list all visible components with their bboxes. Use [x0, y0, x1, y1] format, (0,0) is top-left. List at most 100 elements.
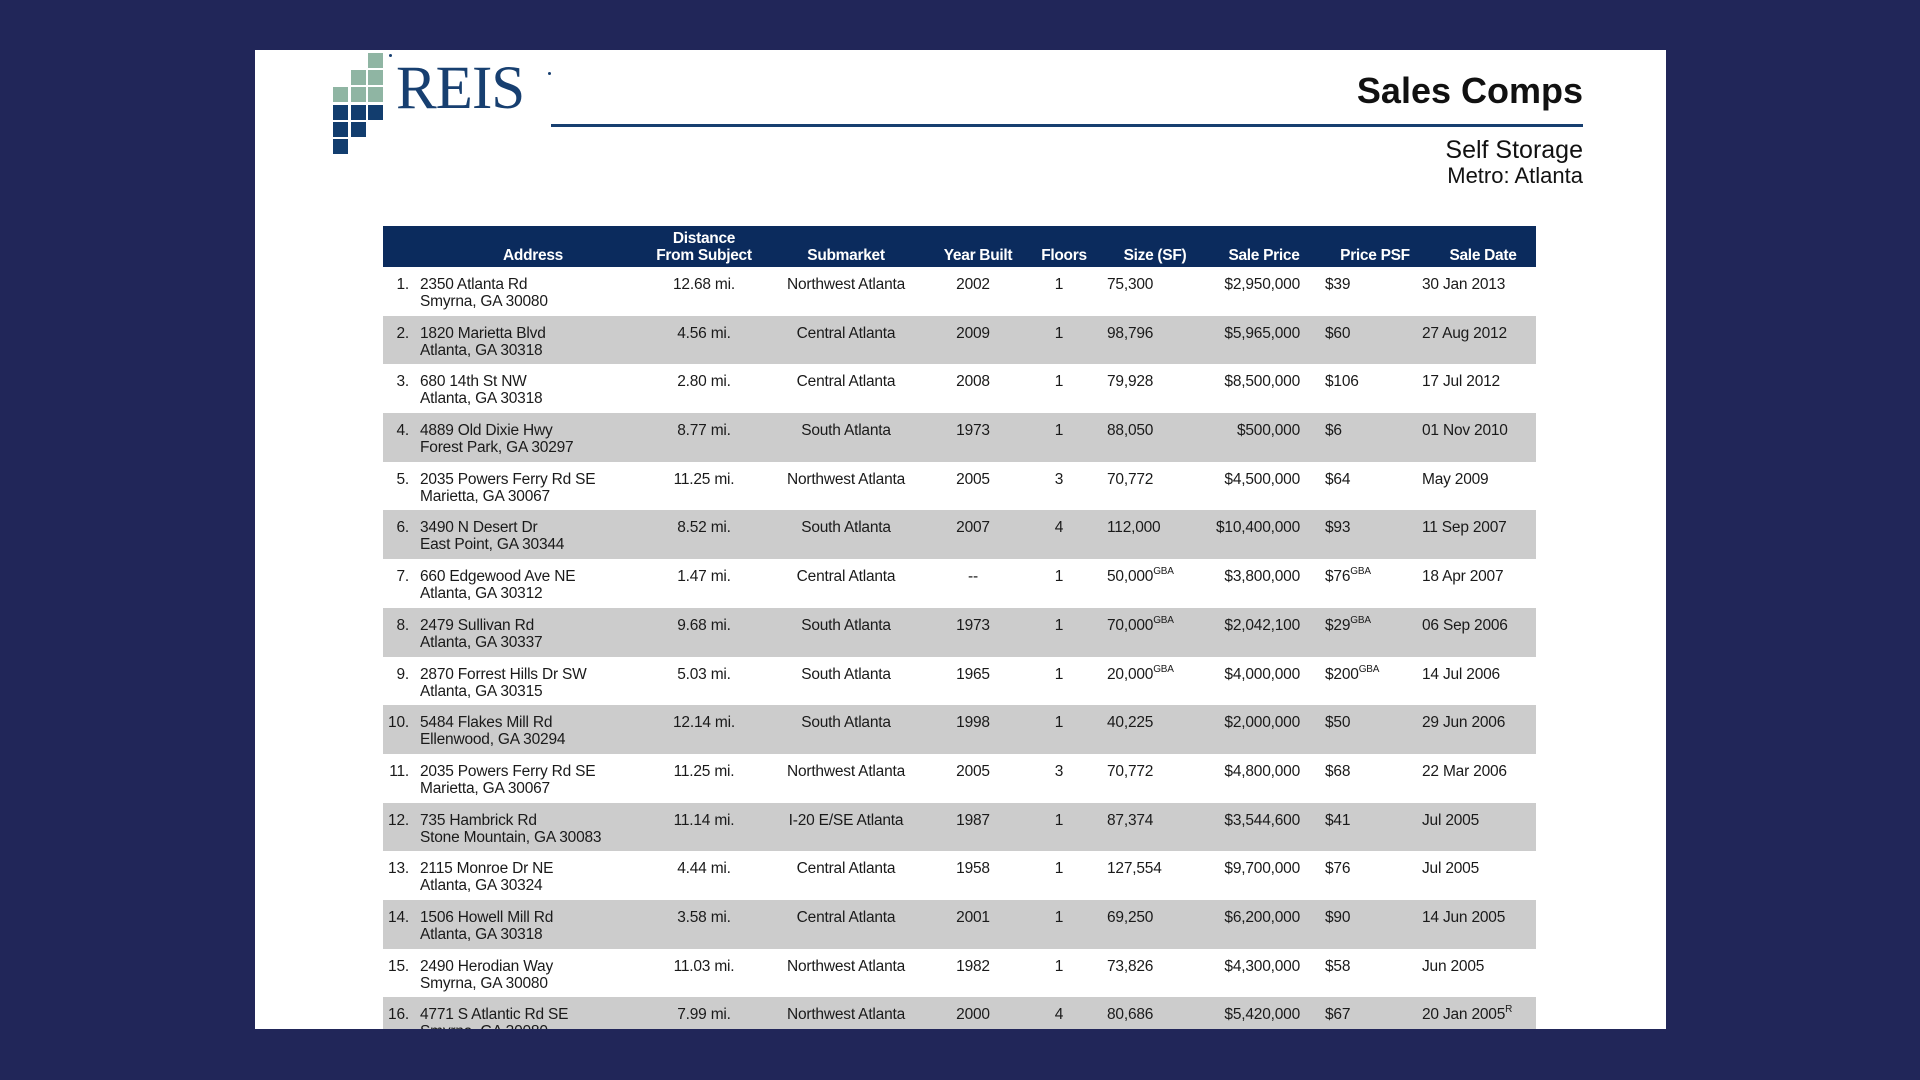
street: 4889 Old Dixie Hwy: [420, 422, 553, 440]
distance: 3.58 mi.: [677, 908, 731, 926]
city-state-zip: Smyrna, GA 30080: [420, 293, 548, 310]
row-number: 6.: [396, 519, 409, 537]
size-footnote: GBA: [1153, 566, 1174, 578]
floors: 1: [1054, 276, 1064, 293]
sale-date: 01 Nov 2010: [1422, 422, 1508, 440]
address: 2035 Powers Ferry Rd SE Marietta, GA 300…: [420, 763, 596, 797]
distance: 12.14 mi.: [673, 714, 735, 732]
address: 2350 Atlanta Rd Smyrna, GA 30080: [420, 276, 548, 310]
street: 680 14th St NW: [420, 373, 527, 391]
distance: 8.52 mi.: [677, 519, 731, 537]
floors: 1: [1054, 860, 1064, 878]
floors: 1: [1054, 422, 1064, 440]
table-row: 16. 4771 S Atlantic Rd SE Smyrna, GA 300…: [383, 997, 1536, 1029]
size-sf: 98,796: [1107, 324, 1154, 342]
submarket: South Atlanta: [801, 422, 891, 440]
price-psf: $200GBA: [1325, 663, 1380, 683]
submarket: Central Atlanta: [796, 568, 896, 586]
table-row: 11. 2035 Powers Ferry Rd SE Marietta, GA…: [383, 754, 1536, 803]
street: 2350 Atlanta Rd: [420, 276, 528, 293]
address: 680 14th St NW Atlanta, GA 30318: [420, 373, 543, 407]
city-state-zip: Atlanta, GA 30315: [420, 682, 543, 700]
sale-date: 18 Apr 2007: [1422, 568, 1504, 586]
sale-price: $8,500,000: [1224, 373, 1300, 391]
submarket: South Atlanta: [801, 519, 891, 537]
address: 2870 Forrest Hills Dr SW Atlanta, GA 303…: [420, 666, 587, 700]
row-number: 14.: [388, 908, 409, 926]
price-psf: $60: [1325, 324, 1351, 342]
price-psf: $39: [1325, 276, 1351, 293]
sale-price: $4,300,000: [1224, 957, 1300, 975]
submarket: Northwest Atlanta: [786, 1006, 906, 1024]
price-psf: $41: [1325, 811, 1351, 829]
size-sf: 20,000GBA: [1107, 663, 1174, 683]
year-built: 1973: [956, 422, 990, 440]
sale-price: $5,965,000: [1224, 324, 1300, 342]
row-number: 3.: [396, 373, 409, 391]
floors: 1: [1054, 957, 1064, 975]
psf-footnote: GBA: [1358, 663, 1380, 675]
price-psf: $64: [1325, 470, 1351, 488]
floors: 3: [1054, 470, 1064, 488]
address: 1506 Howell Mill Rd Atlanta, GA 30318: [420, 909, 553, 943]
sale-date: 17 Jul 2012: [1422, 373, 1500, 391]
sale-price: $3,544,600: [1224, 811, 1300, 829]
sale-price: $500,000: [1236, 422, 1300, 440]
year-built: 1973: [956, 616, 990, 634]
col-sale-price: Sale Price: [1228, 247, 1300, 264]
page-title: Sales Comps: [1356, 70, 1583, 111]
col-sale-date: Sale Date: [1449, 247, 1517, 264]
sale-price: $4,500,000: [1224, 470, 1300, 488]
logo-registered-dot: [548, 72, 551, 75]
submarket: Central Atlanta: [796, 860, 896, 878]
size-sf: 88,050: [1107, 422, 1154, 440]
distance: 9.68 mi.: [677, 616, 731, 634]
floors: 1: [1054, 324, 1064, 342]
row-number: 1.: [396, 276, 409, 293]
year-built: 2009: [956, 324, 990, 342]
psf-footnote: GBA: [1350, 614, 1371, 626]
sale-date: May 2009: [1422, 470, 1489, 488]
address: 2035 Powers Ferry Rd SE Marietta, GA 300…: [420, 471, 596, 505]
distance: 12.68 mi.: [673, 276, 735, 293]
address: 5484 Flakes Mill Rd Ellenwood, GA 30294: [420, 714, 565, 748]
year-built: 1987: [956, 811, 990, 829]
floors: 1: [1054, 373, 1064, 391]
street: 660 Edgewood Ave NE: [420, 568, 576, 586]
size-sf: 40,225: [1107, 714, 1154, 732]
sale-date: 20 Jan 2005R: [1422, 1004, 1513, 1024]
year-built: 1982: [956, 957, 990, 975]
floors: 4: [1054, 519, 1064, 537]
table-row: 12. 735 Hambrick Rd Stone Mountain, GA 3…: [383, 802, 1536, 852]
sale-date: 14 Jul 2006: [1422, 665, 1500, 683]
sale-date: 27 Aug 2012: [1422, 324, 1507, 342]
row-number: 11.: [389, 762, 409, 780]
sale-date: 30 Jan 2013: [1422, 276, 1506, 293]
street: 735 Hambrick Rd: [420, 811, 537, 829]
row-number: 16.: [388, 1006, 409, 1024]
year-built: 2005: [956, 762, 990, 780]
col-price-psf: Price PSF: [1340, 247, 1410, 264]
property-type: Self Storage: [1445, 136, 1583, 164]
floors: 1: [1054, 908, 1064, 926]
row-number: 12.: [388, 811, 409, 829]
report-page: REIS Sales Comps Self Storage Metro: Atl…: [255, 50, 1666, 1029]
city-state-zip: Atlanta, GA 30312: [420, 585, 543, 603]
row-number: 13.: [388, 860, 409, 878]
submarket: Northwest Atlanta: [786, 276, 906, 293]
sale-date: 14 Jun 2005: [1422, 908, 1506, 926]
size-sf: 75,300: [1107, 276, 1154, 293]
distance: 5.03 mi.: [677, 665, 731, 683]
year-built: 1998: [956, 714, 990, 732]
address: 1820 Marietta Blvd Atlanta, GA 30318: [420, 325, 546, 359]
sale-date: 11 Sep 2007: [1422, 519, 1507, 537]
submarket: Northwest Atlanta: [786, 957, 906, 975]
price-psf: $58: [1325, 957, 1351, 975]
metro-label: Metro: Atlanta: [1447, 163, 1583, 188]
table-row: 13. 2115 Monroe Dr NE Atlanta, GA 30324 …: [383, 851, 1536, 900]
row-number: 10.: [388, 714, 409, 732]
city-state-zip: Smyrna, GA 30080: [420, 974, 548, 992]
col-distance-line2: From Subject: [656, 247, 752, 264]
sale-price: $3,800,000: [1224, 568, 1300, 586]
sale-date: 22 Mar 2006: [1422, 762, 1507, 780]
